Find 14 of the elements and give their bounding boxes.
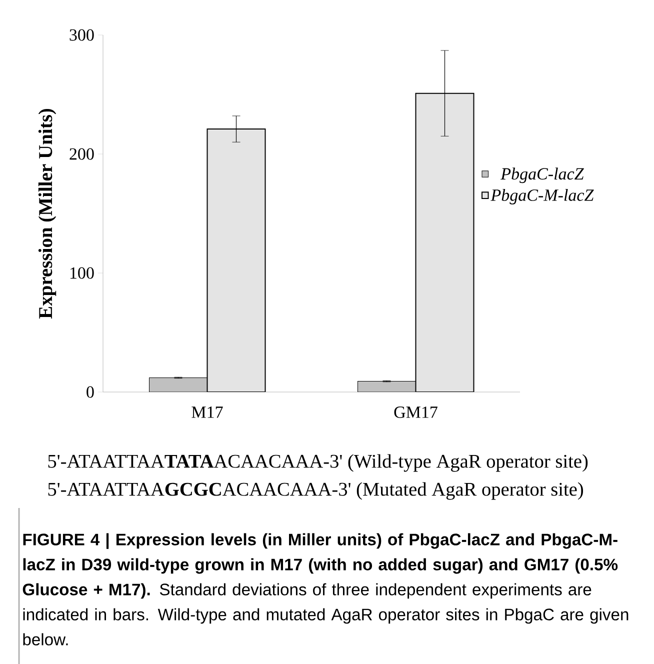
text: FIGURE 4 | Expression levels (in Miller units) of PbgaC-lacZ and PbgaC-M-lacZ in D39 wild-type grown in M17 (with no added sugar) and GM17 (0.5% Glucose + M17). Standard deviations of three independent experiments are indicated in bars. Wild-type and mutated AgaR operator sites in PbgaC are given below.	[22, 533, 628, 646]
y-axis-title: Expression (Miller Units)	[38, 108, 56, 319]
bar	[415, 92, 474, 392]
legend-label: PbgaC-M-lacZ	[490, 188, 594, 204]
y-tick-label: 100	[70, 267, 94, 279]
x-tick-label: M17	[192, 406, 223, 418]
y-tick-label: 200	[70, 148, 94, 160]
bar	[206, 128, 266, 392]
y-tick-label: 300	[70, 29, 94, 41]
x-tick-label: GM17	[394, 406, 438, 418]
y-tick-label: 0	[86, 386, 94, 398]
text: 5'-ATAATTAAGCGCACAACAAA-3' (Mutated AgaR operator site)	[48, 482, 584, 500]
legend-label: PbgaC-lacZ	[500, 168, 584, 184]
text: 5'-ATAATTAATATAACAACAAA-3' (Wild-type AgaR operator site)	[48, 454, 588, 472]
